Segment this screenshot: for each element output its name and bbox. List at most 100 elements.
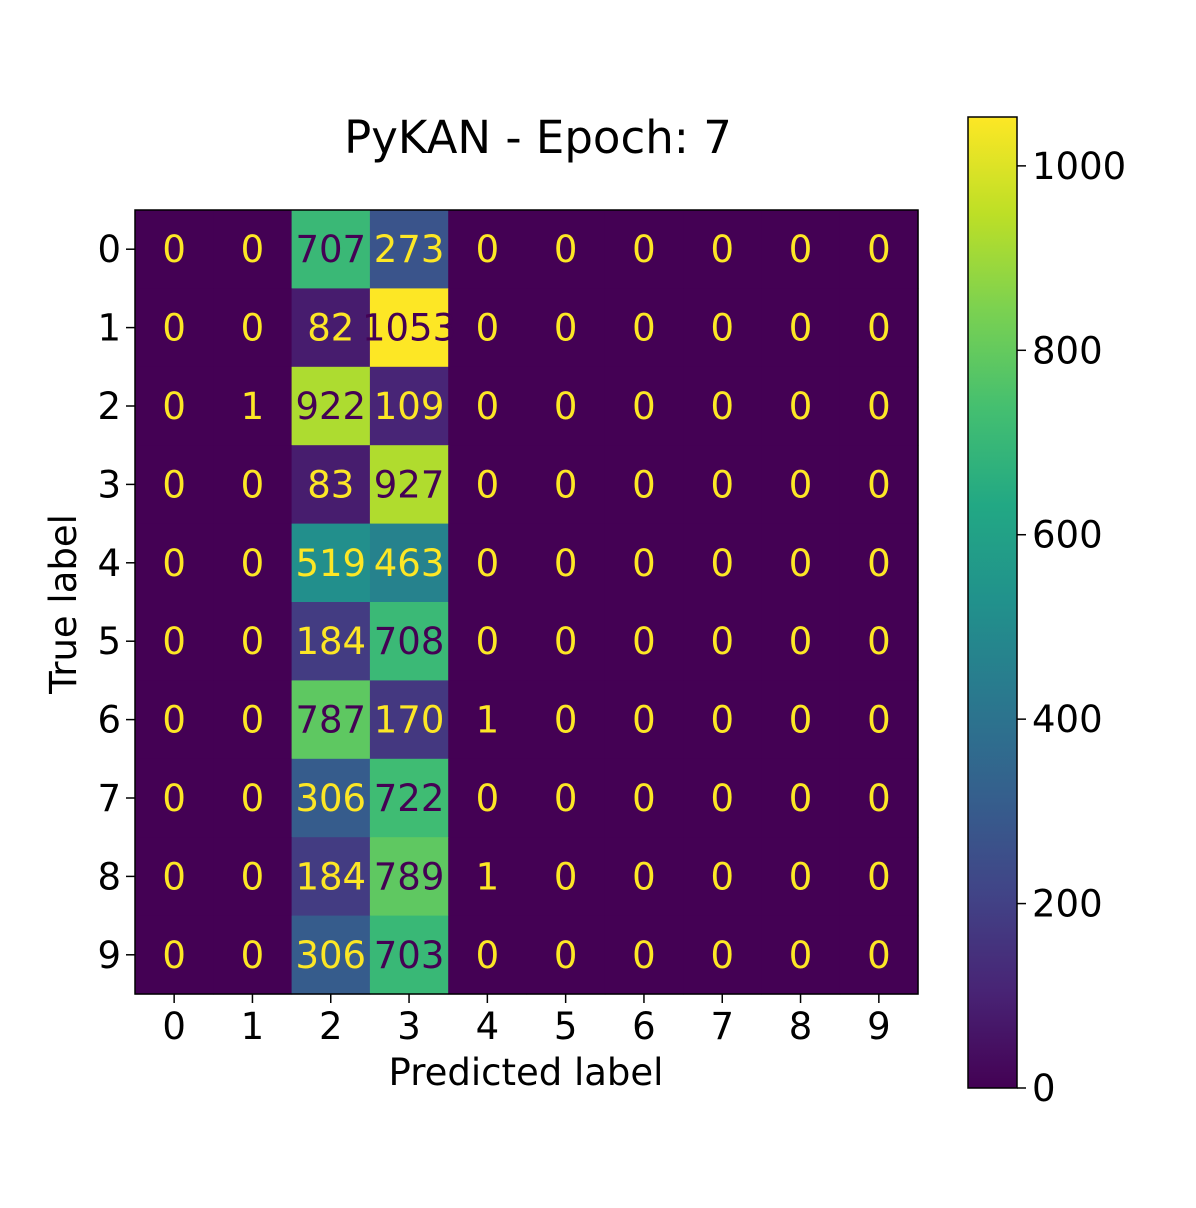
heatmap-cell [604,837,684,917]
cell-value-label: 463 [374,542,445,585]
heatmap-cell [526,602,606,681]
heatmap-cell [135,680,214,760]
cell-value-label: 0 [476,934,500,977]
x-tick-label: 3 [397,1005,421,1048]
y-tick-label: 0 [97,228,121,271]
cell-value-label: 927 [374,463,445,506]
cell-value-label: 0 [241,307,265,350]
cell-value-label: 306 [295,777,366,820]
heatmap-cell [291,602,371,681]
heatmap-cell [839,758,919,838]
heatmap-cell [291,288,371,368]
heatmap-cell [604,210,684,289]
heatmap-cell [291,523,371,603]
colorbar-tick-label: 1000 [1032,145,1126,188]
cell-value-label: 0 [241,699,265,742]
cell-value-label: 0 [710,385,734,428]
colorbar-tick-label: 400 [1032,698,1103,741]
heatmap-cell [369,758,449,838]
heatmap-cell [761,758,841,838]
y-axis-ticks: 0 1 2 3 4 5 6 7 8 9 [97,228,135,977]
cell-value-label: 1 [476,855,500,898]
cell-value-label: 0 [789,777,813,820]
x-tick-label: 1 [241,1005,265,1048]
cell-value-label: 0 [632,699,656,742]
x-axis-ticks: 0 1 2 3 4 5 6 7 8 9 [162,994,891,1048]
cell-value-label: 0 [710,463,734,506]
cell-value-label: 0 [554,385,578,428]
cell-value-label: 707 [295,228,366,271]
heatmap-cell [448,837,528,917]
cell-value-label: 0 [162,934,186,977]
heatmap-cell [526,445,606,525]
cell-value-label: 0 [789,307,813,350]
cell-value-label: 0 [632,542,656,585]
heatmap-cell [526,680,606,760]
heatmap-cell [448,680,528,760]
heatmap-cell [369,366,449,446]
heatmap-cell [448,758,528,838]
heatmap-cell [135,837,214,917]
cell-value-label: 0 [241,542,265,585]
heatmap-cell [683,523,762,603]
cell-value-label: 0 [162,463,186,506]
cell-value-label: 0 [867,542,891,585]
heatmap-cell [291,915,371,995]
colorbar-ticks: 0 200 400 600 800 1000 [1017,145,1126,1110]
heatmap-cell [448,915,528,995]
heatmap-cell [604,523,684,603]
colorbar-tick-label: 800 [1032,329,1103,372]
cell-value-label: 0 [789,542,813,585]
cell-value-label: 0 [554,307,578,350]
x-tick-label: 6 [632,1005,656,1048]
heatmap-cell [369,445,449,525]
cell-value-label: 0 [476,385,500,428]
cell-value-label: 703 [374,934,445,977]
cell-value-label: 0 [554,777,578,820]
cell-value-label: 1 [476,699,500,742]
cell-value-label: 184 [295,620,366,663]
colorbar [967,116,1018,1089]
y-tick-label: 1 [97,307,121,350]
x-axis-label: Predicted label [389,1051,664,1094]
cell-value-label: 0 [241,855,265,898]
cell-value-label: 170 [374,699,445,742]
heatmap-cell [369,523,449,603]
heatmap-cell [683,445,762,525]
heatmap-cell [526,915,606,995]
heatmap-cell [291,758,371,838]
cell-value-label: 0 [867,699,891,742]
plot-frame [134,209,919,995]
heatmap-cell [761,837,841,917]
heatmap-cell [369,915,449,995]
x-tick-label: 5 [554,1005,578,1048]
heatmap-cell [761,602,841,681]
cell-value-label: 306 [295,934,366,977]
heatmap-cell [683,602,762,681]
heatmap-cell [448,288,528,368]
heatmap-cell [369,288,449,368]
cell-value-label: 0 [632,463,656,506]
cell-value-label: 0 [476,777,500,820]
cell-value-label: 0 [554,699,578,742]
cell-value-label: 82 [307,307,354,350]
x-tick-label: 9 [867,1005,891,1048]
cell-value-label: 109 [374,385,445,428]
heatmap-cell [683,758,762,838]
heatmap-cell [135,602,214,681]
heatmap-cell [526,288,606,368]
colorbar-tick-label: 200 [1032,883,1103,926]
heatmap-cell [839,680,919,760]
cell-value-label: 0 [710,542,734,585]
heatmap-cell [291,837,371,917]
cell-value-label: 0 [789,699,813,742]
y-axis-label: True label [42,514,85,695]
heatmap-cell [135,210,214,289]
cell-value-label: 0 [710,620,734,663]
cell-value-label: 0 [476,307,500,350]
cell-value-label: 519 [295,542,366,585]
cell-value-label: 0 [632,385,656,428]
heatmap-cell [683,915,762,995]
heatmap-cell [448,523,528,603]
